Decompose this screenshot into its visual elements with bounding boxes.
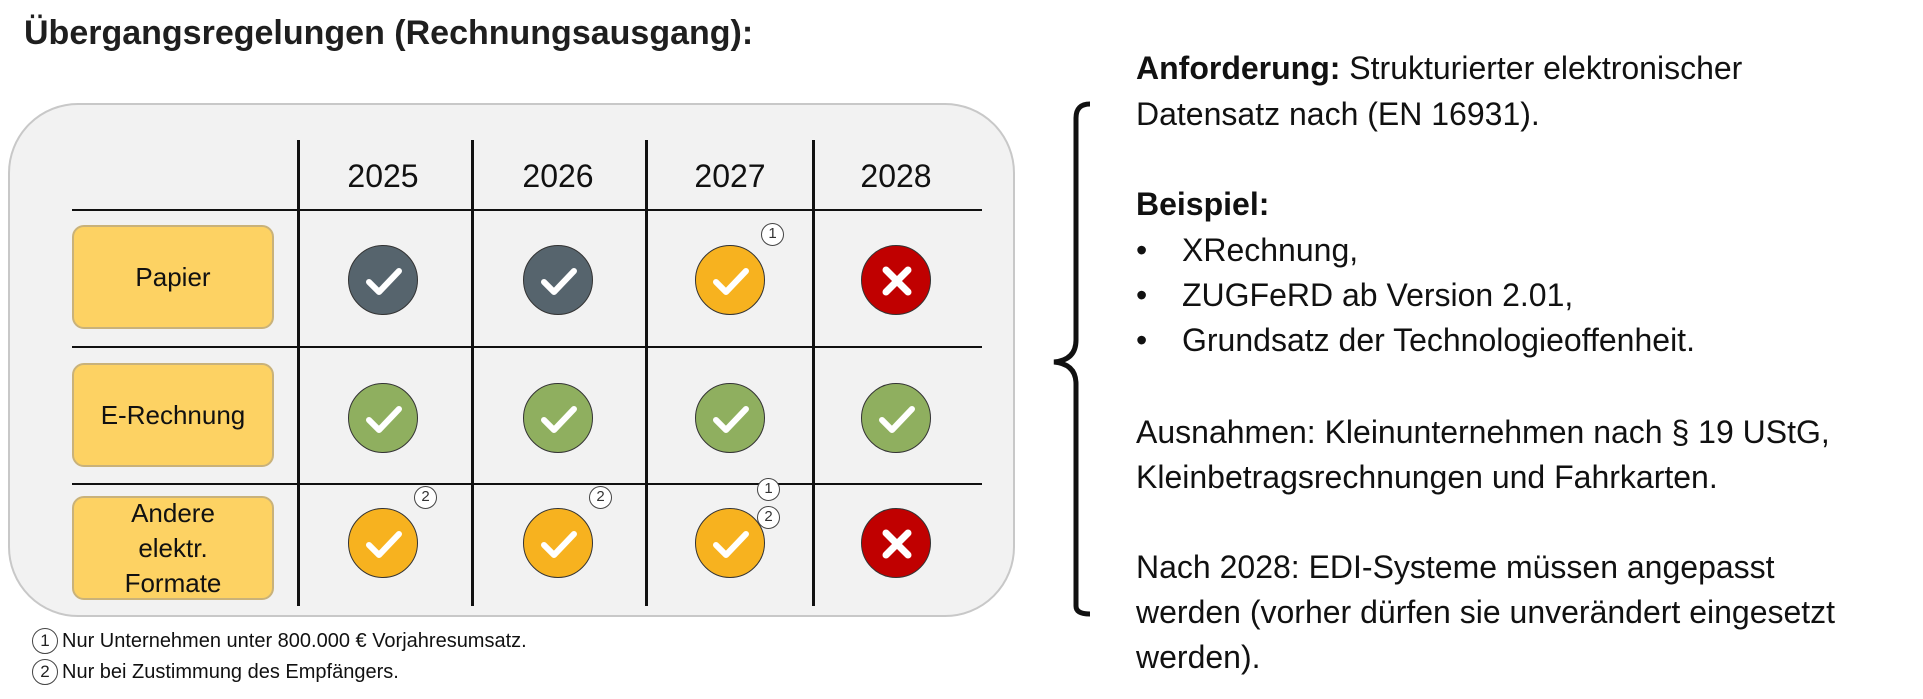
footnote-marker: 1	[757, 478, 780, 501]
footnote-marker: 2	[589, 486, 612, 509]
footnote-marker: 2	[32, 659, 58, 685]
grid-vertical-line	[812, 140, 815, 606]
check-icon	[523, 245, 593, 315]
year-header-2025: 2025	[347, 158, 419, 194]
year-header-2026: 2026	[522, 158, 594, 194]
bullet-item-technologieoffenheit: • Grundsatz der Technologieoffenheit.	[1136, 318, 1695, 362]
check-icon	[695, 383, 765, 453]
check-icon	[695, 508, 765, 578]
requirement-text: Anforderung: Strukturierter elektronisch…	[1136, 46, 1742, 90]
footnote-marker: 2	[757, 506, 780, 529]
check-icon	[861, 383, 931, 453]
row-label: E-Rechnung	[72, 363, 274, 467]
footnote-marker: 2	[414, 486, 437, 509]
footnote-2: 2 Nur bei Zustimmung des Empfängers.	[32, 659, 399, 685]
bullet-symbol: •	[1136, 232, 1148, 268]
year-header-2027: 2027	[694, 158, 766, 194]
example-label: Beispiel:	[1136, 186, 1270, 222]
footnote-1: 1 Nur Unternehmen unter 800.000 € Vorjah…	[32, 628, 527, 654]
year-header-2028: 2028	[860, 158, 932, 194]
check-icon	[523, 383, 593, 453]
example-heading: Beispiel:	[1136, 182, 1269, 226]
bullet-symbol: •	[1136, 277, 1148, 313]
grid-horizontal-line	[72, 209, 982, 211]
after-2028-line-1: Nach 2028: EDI-Systeme müssen angepasst	[1136, 549, 1775, 585]
bullet-text: ZUGFeRD ab Version 2.01,	[1182, 277, 1574, 313]
bullet-item-zugferd: • ZUGFeRD ab Version 2.01,	[1136, 273, 1573, 317]
bullet-symbol: •	[1136, 322, 1148, 358]
grid-horizontal-line	[72, 346, 982, 348]
page-title: Übergangsregelungen (Rechnungsausgang):	[24, 14, 754, 52]
check-icon	[348, 383, 418, 453]
curly-brace-icon	[1053, 101, 1091, 617]
bullet-text: Grundsatz der Technologieoffenheit.	[1182, 322, 1695, 358]
row-label: Papier	[72, 225, 274, 329]
footnote-text: Nur Unternehmen unter 800.000 € Vorjahre…	[62, 629, 527, 652]
bullet-text: XRechnung,	[1182, 232, 1359, 268]
grid-vertical-line	[471, 140, 474, 606]
grid-horizontal-line	[72, 483, 982, 485]
exceptions-line-2: Kleinbetragsrechnungen und Fahrkarten.	[1136, 459, 1718, 495]
footnote-marker: 1	[32, 628, 58, 654]
grid-vertical-line	[297, 140, 300, 606]
requirement-line-2: Datensatz nach (EN 16931).	[1136, 96, 1540, 132]
check-icon	[695, 245, 765, 315]
bullet-item-xrechnung: • XRechnung,	[1136, 228, 1358, 272]
footnote-marker: 1	[761, 223, 784, 246]
after-2028-line-3: werden).	[1136, 639, 1261, 675]
row-label: Andere elektr. Formate	[72, 496, 274, 600]
cross-icon	[861, 245, 931, 315]
requirement-label: Anforderung:	[1136, 50, 1341, 86]
requirement-line-1: Strukturierter elektronischer	[1340, 50, 1743, 86]
check-icon	[348, 245, 418, 315]
check-icon	[348, 508, 418, 578]
after-2028-line-2: werden (vorher dürfen sie unverändert ei…	[1136, 594, 1836, 630]
grid-vertical-line	[645, 140, 648, 606]
footnote-text: Nur bei Zustimmung des Empfängers.	[62, 660, 399, 683]
cross-icon	[861, 508, 931, 578]
exceptions-line-1: Ausnahmen: Kleinunternehmen nach § 19 US…	[1136, 414, 1830, 450]
check-icon	[523, 508, 593, 578]
